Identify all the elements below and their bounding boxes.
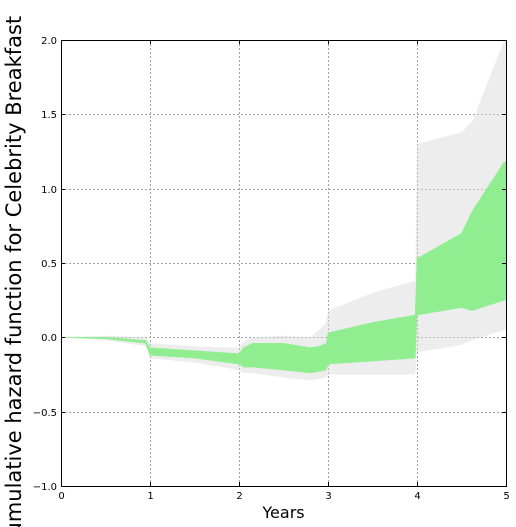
y-tick-label: −0.5 — [33, 408, 57, 419]
sample-envelope-area — [61, 40, 506, 381]
y-axis-label: Cumulative hazard function for Celebrity… — [2, 16, 26, 527]
y-tick-label: 0.5 — [41, 259, 57, 270]
x-tick-label: 3 — [325, 491, 331, 502]
y-tick-label: 0.0 — [41, 333, 57, 344]
x-tick-label: 1 — [147, 491, 153, 502]
y-tick-label: −1.0 — [33, 482, 57, 493]
x-tick-label: 5 — [503, 491, 509, 502]
y-tick-label: 1.0 — [41, 185, 57, 196]
y-tick-label: 2.0 — [41, 36, 57, 47]
y-tick-label: 1.5 — [41, 110, 57, 121]
axis-ticks: 0 1 2 3 4 5 2.0 1.5 1.0 0.5 0.0 −0.5 −1.0 — [33, 36, 510, 502]
x-tick-label: 0 — [58, 491, 64, 502]
x-tick-label: 4 — [414, 491, 420, 502]
x-axis-label: Years — [261, 503, 304, 522]
x-tick-label: 2 — [236, 491, 242, 502]
